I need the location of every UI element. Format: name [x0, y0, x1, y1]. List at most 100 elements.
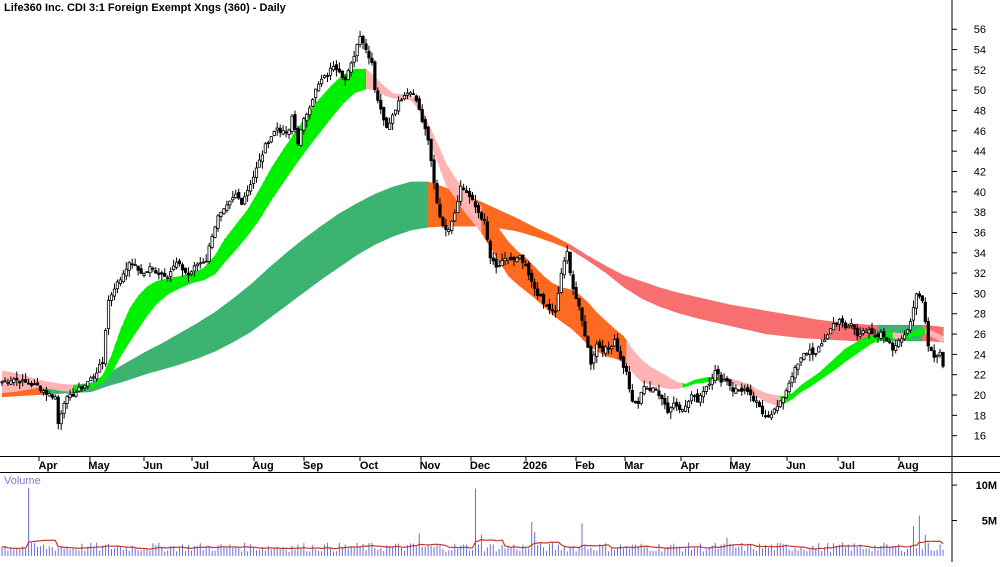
ribbon-segment — [765, 393, 770, 404]
candle-body — [932, 350, 936, 358]
ribbon-segment — [561, 240, 565, 248]
candle-body — [103, 329, 108, 365]
ribbon-segment — [256, 188, 261, 224]
candle-body — [879, 331, 883, 339]
ribbon-segment — [650, 366, 654, 386]
ribbon-segment — [330, 217, 335, 274]
ribbon-segment — [105, 361, 110, 380]
ribbon-segment — [685, 382, 690, 387]
volume-tick-label: 5M — [982, 516, 997, 528]
ribbon-segment — [200, 268, 204, 281]
ribbon-segment — [718, 301, 722, 324]
candle-body — [811, 347, 815, 355]
ribbon-segment — [738, 306, 743, 329]
ribbon-segment — [653, 285, 657, 306]
candle-body — [101, 362, 105, 364]
ribbon-segment — [253, 193, 258, 228]
ribbon-segment — [55, 382, 59, 391]
candle-body — [533, 282, 537, 290]
candle-body — [337, 68, 341, 73]
candle-body — [805, 353, 809, 356]
ribbon-segment — [43, 380, 47, 389]
ribbon-segment — [629, 344, 633, 373]
candle-body — [183, 267, 188, 273]
candle-body — [447, 229, 451, 232]
ribbon-segment — [442, 156, 447, 186]
ribbon-segment — [913, 330, 918, 337]
ribbon-segment — [318, 225, 323, 282]
ribbon-segment — [345, 208, 349, 263]
ribbon-segment — [540, 230, 545, 240]
ribbon-segment — [658, 287, 663, 308]
ribbon-segment — [357, 68, 361, 93]
ribbon-segment — [235, 220, 240, 250]
ribbon-segment — [626, 340, 630, 370]
ribbon-segment — [324, 89, 329, 127]
ribbon-segment — [667, 376, 672, 389]
candle-body — [604, 346, 608, 354]
candle-body — [284, 131, 288, 134]
ribbon-segment — [848, 344, 852, 360]
candle-body — [246, 190, 250, 197]
candle-body — [266, 142, 270, 145]
candle-body — [174, 261, 179, 268]
ribbon-segment — [129, 359, 133, 380]
ribbon-segment — [667, 289, 672, 311]
candle-body — [911, 307, 916, 321]
candle-body — [929, 347, 933, 351]
ribbon-segment — [46, 381, 50, 389]
candle-body — [272, 131, 276, 136]
ribbon-segment — [315, 99, 320, 138]
x-tick-label: Nov — [420, 460, 442, 472]
ribbon-segment — [534, 227, 539, 238]
ribbon-segment — [209, 313, 213, 354]
ribbon-segment — [395, 185, 400, 236]
x-tick-label: Jul — [839, 460, 855, 472]
ribbon-segment — [786, 314, 790, 337]
candle-body — [109, 294, 114, 302]
ribbon-segment — [593, 259, 598, 268]
candle-body — [923, 301, 927, 322]
ribbon-segment — [851, 343, 855, 358]
candle-body — [145, 271, 149, 273]
x-tick-label: 2026 — [523, 460, 547, 472]
ribbon-segment — [368, 71, 373, 90]
candle-body — [62, 403, 66, 414]
ribbon-segment — [336, 77, 340, 112]
ribbon-segment — [573, 291, 577, 334]
candle-body — [938, 351, 942, 356]
ribbon-segment — [309, 106, 314, 146]
ribbon-segment — [697, 378, 701, 384]
ribbon-segment — [635, 279, 639, 297]
ribbon-segment — [706, 299, 710, 322]
candle-body — [9, 380, 13, 385]
ribbon-segment — [661, 288, 666, 309]
candle-body — [290, 115, 294, 132]
candle-body — [240, 197, 244, 205]
ribbon-segment — [244, 286, 249, 336]
candle-body — [908, 321, 913, 331]
ribbon-segment — [220, 239, 225, 267]
candle-body — [710, 378, 714, 385]
candle-body — [35, 382, 40, 386]
candle-body — [426, 126, 430, 141]
candle-body — [675, 401, 679, 407]
candle-body — [849, 323, 853, 327]
ribbon-segment — [377, 80, 382, 94]
candle-body — [432, 159, 436, 184]
candle-body — [169, 271, 173, 277]
ribbon-segment — [398, 184, 403, 235]
candle-body — [391, 114, 395, 124]
candle-body — [512, 257, 516, 261]
ribbon-segment — [114, 337, 119, 368]
candle-body — [583, 321, 587, 337]
ribbon-segment — [700, 377, 704, 384]
ribbon-segment — [638, 356, 642, 382]
candle-body — [678, 404, 682, 411]
candle-body — [340, 70, 344, 78]
ribbon-segment — [158, 343, 163, 371]
ribbon-segment — [510, 215, 515, 231]
ribbon-segment — [795, 315, 799, 338]
candle-body — [263, 143, 267, 154]
ribbon-segment — [182, 274, 187, 288]
